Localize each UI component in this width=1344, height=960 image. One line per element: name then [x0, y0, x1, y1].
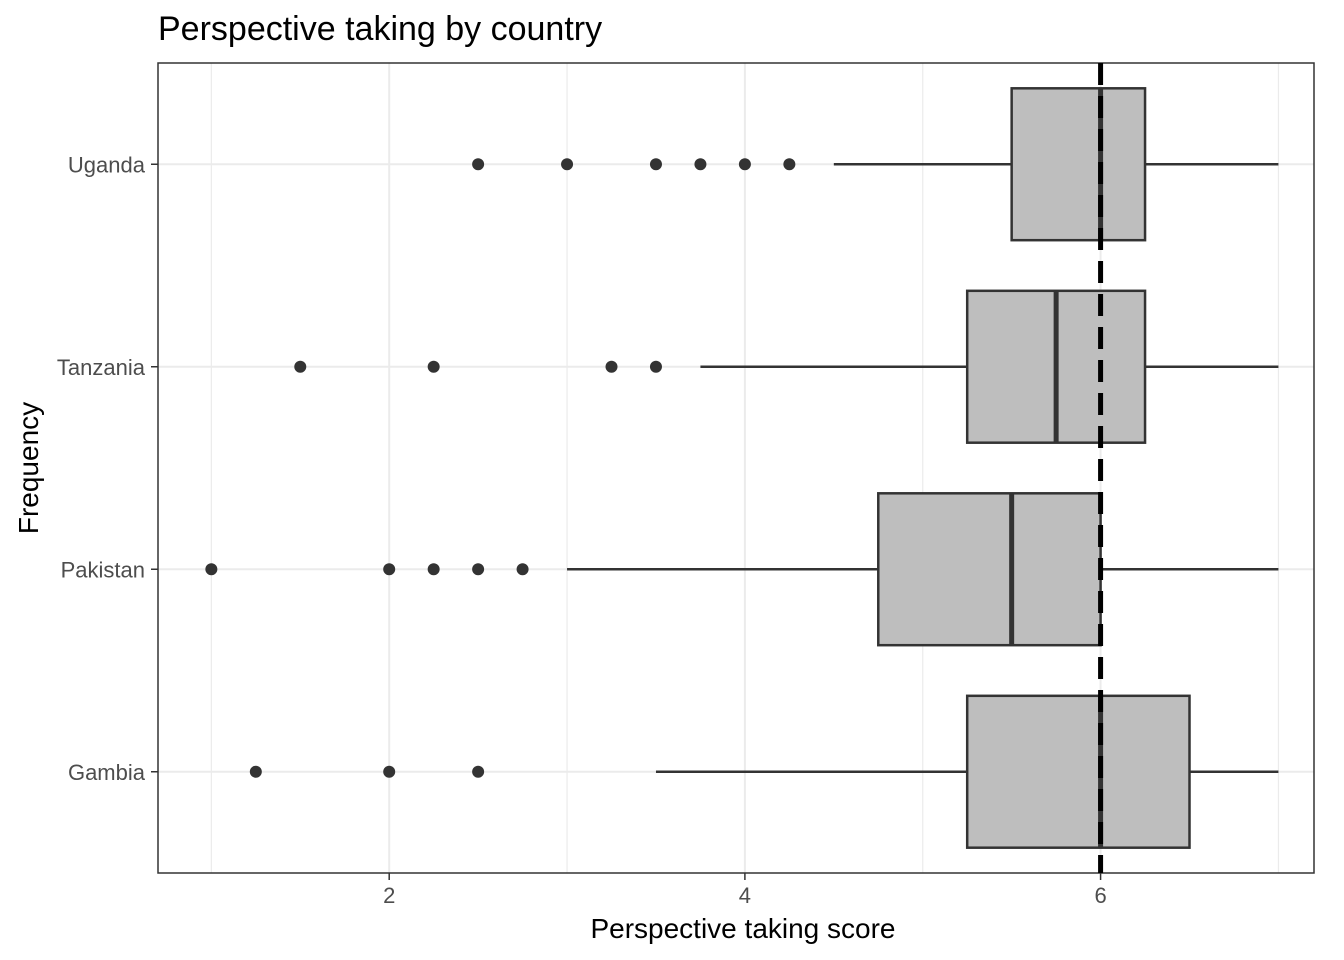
iqr-box [1010, 87, 1147, 242]
chart-title: Perspective taking by country [158, 10, 602, 48]
outlier-point [649, 158, 662, 171]
x-tick-label: 6 [1094, 883, 1106, 908]
x-tick-label: 4 [739, 883, 751, 908]
outlier-point [249, 765, 262, 778]
outlier-point [472, 765, 485, 778]
outlier-point [472, 563, 485, 576]
y-tick-label: Pakistan [61, 557, 145, 582]
box-gambia [655, 694, 1279, 849]
iqr-box [877, 492, 1102, 647]
y-axis: Uganda Tanzania Pakistan Gambia [57, 152, 158, 785]
box-uganda [833, 87, 1279, 242]
y-tick-label: Uganda [68, 152, 146, 177]
outlier-point [427, 360, 440, 373]
outlier-point [294, 360, 307, 373]
plot-panel-border [157, 62, 1315, 874]
box-tanzania [700, 289, 1279, 444]
iqr-box [965, 694, 1191, 849]
outlier-point [738, 158, 751, 171]
outlier-point [649, 360, 662, 373]
x-axis-title: Perspective taking score [590, 913, 895, 944]
box-pakistan [567, 492, 1279, 647]
outlier-point [605, 360, 618, 373]
boxes [567, 87, 1279, 849]
x-axis: 2 4 6 [383, 873, 1107, 908]
outlier-point [694, 158, 707, 171]
outlier-points [205, 158, 796, 778]
y-axis-title: Frequency [13, 402, 44, 534]
outlier-point [427, 563, 440, 576]
outlier-point [516, 563, 529, 576]
outlier-point [205, 563, 218, 576]
outlier-point [383, 765, 396, 778]
outlier-point [561, 158, 574, 171]
x-tick-label: 2 [383, 883, 395, 908]
outlier-point [472, 158, 485, 171]
y-tick-label: Tanzania [57, 355, 146, 380]
outlier-point [783, 158, 796, 171]
y-tick-label: Gambia [68, 760, 146, 785]
outlier-point [383, 563, 396, 576]
